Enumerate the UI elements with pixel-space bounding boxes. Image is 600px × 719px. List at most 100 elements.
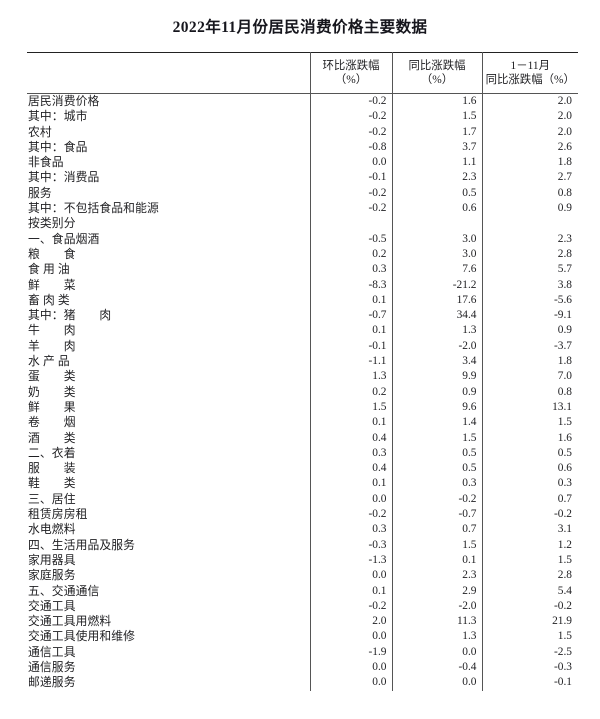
row-value-ytd: 2.8 — [557, 247, 572, 260]
row-value-mom: 0.0 — [310, 659, 393, 676]
row-label: 水电燃料 — [27, 522, 311, 538]
row-value-ytd: 2.8 — [557, 569, 572, 582]
row-value-yoy: 1.6 — [392, 93, 483, 110]
row-value-ytd: 1.5 — [557, 553, 572, 566]
table-row: 奶 类 0.2 0.9 0.8 — [27, 384, 578, 400]
column-header-yoy-line1: 同比涨跌幅 — [408, 60, 466, 72]
row-value-ytd: -0.1 — [553, 676, 572, 689]
table-row: 居民消费价格 -0.2 1.6 2.0 — [27, 93, 578, 110]
row-value-mom: 0.0 — [310, 491, 393, 508]
row-value-mom: 0.1 — [310, 292, 393, 309]
row-value-yoy: 3.4 — [392, 354, 483, 370]
row-value-mom: 0.3 — [310, 445, 393, 462]
row-value-yoy: 2.3 — [392, 170, 483, 186]
row-value-yoy: 0.0 — [392, 675, 483, 691]
row-label: 交通工具 — [27, 598, 311, 615]
cpi-main-data-table: 环比涨跌幅 （%） 同比涨跌幅 （%） 1－11月 同比涨跌幅（%） 居民消费价… — [27, 52, 578, 691]
table-row: 租赁房房租 -0.2 -0.7 -0.2 — [27, 507, 578, 523]
column-header-ytd-line1: 1－11月 — [510, 60, 550, 72]
table-row: 卷 烟 0.1 1.4 1.5 — [27, 415, 578, 431]
table-row: 粮 食 0.2 3.0 2.8 — [27, 246, 578, 263]
row-label: 家庭服务 — [27, 568, 311, 584]
row-value-ytd: -3.7 — [553, 339, 572, 352]
row-value-ytd: 0.9 — [557, 202, 572, 215]
table-header: 环比涨跌幅 （%） 同比涨跌幅 （%） 1－11月 同比涨跌幅（%） — [27, 52, 578, 94]
row-value-ytd: 5.7 — [557, 263, 572, 276]
table-row: 服 装 0.4 0.5 0.6 — [27, 461, 578, 477]
table-row: 通信服务 0.0 -0.4 -0.3 — [27, 659, 578, 676]
table-row: 酒 类 0.4 1.5 1.6 — [27, 430, 578, 446]
row-label: 其中：猪 肉 — [27, 308, 311, 324]
row-label: 通信服务 — [27, 659, 311, 676]
row-label: 食 用 油 — [27, 262, 311, 278]
row-value-mom: 0.0 — [310, 568, 393, 584]
row-value-yoy: 3.0 — [392, 231, 483, 247]
row-value-ytd: 0.5 — [557, 446, 572, 459]
table-row: 通信工具 -1.9 0.0 -2.5 — [27, 644, 578, 660]
row-value-mom: -0.2 — [310, 93, 393, 110]
row-label: 鞋 类 — [27, 476, 311, 492]
row-label: 一、食品烟酒 — [27, 231, 311, 247]
row-value-mom: 0.1 — [310, 476, 393, 492]
row-value-yoy: 1.7 — [392, 124, 483, 140]
row-label: 水 产 品 — [27, 354, 311, 370]
row-value-mom: -0.2 — [310, 507, 393, 523]
row-value-mom: 0.1 — [310, 583, 393, 599]
row-label: 农村 — [27, 124, 311, 140]
row-value-mom: 0.4 — [310, 430, 393, 446]
row-value-mom: -0.2 — [310, 109, 393, 125]
table-row: 畜 肉 类 0.1 17.6 -5.6 — [27, 292, 578, 309]
cpi-table-container: 环比涨跌幅 （%） 同比涨跌幅 （%） 1－11月 同比涨跌幅（%） 居民消费价… — [27, 52, 578, 691]
row-value-mom: -0.1 — [310, 170, 393, 186]
table-row: 其中：消费品 -0.1 2.3 2.7 — [27, 170, 578, 186]
row-value-yoy — [392, 216, 483, 232]
row-label: 粮 食 — [27, 246, 311, 263]
row-value-yoy: 0.7 — [392, 522, 483, 538]
row-value-yoy: 7.6 — [392, 262, 483, 278]
row-value-mom: -0.1 — [310, 338, 393, 355]
row-value-mom: 0.1 — [310, 415, 393, 431]
row-value-ytd: -9.1 — [553, 309, 572, 322]
row-label: 交通工具使用和维修 — [27, 629, 311, 645]
table-row: 其中：城市 -0.2 1.5 2.0 — [27, 109, 578, 125]
row-value-yoy: -0.4 — [392, 659, 483, 676]
row-value-mom: 0.4 — [310, 461, 393, 477]
row-label: 三、居住 — [27, 491, 311, 508]
row-value-ytd: 0.6 — [557, 462, 572, 475]
row-value-ytd: 1.2 — [557, 538, 572, 551]
row-value-mom: 1.3 — [310, 369, 393, 385]
row-label: 其中：消费品 — [27, 170, 311, 186]
row-value-mom: -8.3 — [310, 277, 393, 293]
row-value-mom: 0.0 — [310, 675, 393, 691]
row-value-mom: -0.7 — [310, 308, 393, 324]
row-label: 二、衣着 — [27, 445, 311, 462]
row-value-mom: -0.8 — [310, 139, 393, 156]
row-value-yoy: 1.5 — [392, 430, 483, 446]
row-value-yoy: 0.5 — [392, 185, 483, 202]
row-value-ytd: -0.2 — [553, 508, 572, 521]
row-label: 鲜 菜 — [27, 277, 311, 293]
table-row: 其中：猪 肉 -0.7 34.4 -9.1 — [27, 308, 578, 324]
row-label: 畜 肉 类 — [27, 292, 311, 309]
row-value-mom: -0.5 — [310, 231, 393, 247]
row-label: 四、生活用品及服务 — [27, 537, 311, 553]
row-label: 其中：城市 — [27, 109, 311, 125]
row-value-mom: 0.2 — [310, 246, 393, 263]
table-row: 邮递服务 0.0 0.0 -0.1 — [27, 675, 578, 691]
row-value-ytd: 2.0 — [557, 110, 572, 123]
row-value-mom: 0.3 — [310, 262, 393, 278]
row-value-mom: -0.2 — [310, 201, 393, 217]
row-value-mom: -0.2 — [310, 598, 393, 615]
row-value-ytd: -2.5 — [553, 645, 572, 658]
row-value-ytd: 1.5 — [557, 630, 572, 643]
row-value-yoy: 0.9 — [392, 384, 483, 400]
row-label: 交通工具用燃料 — [27, 614, 311, 630]
table-row: 四、生活用品及服务 -0.3 1.5 1.2 — [27, 537, 578, 553]
row-value-yoy: -21.2 — [392, 277, 483, 293]
row-value-ytd: 13.1 — [552, 400, 572, 413]
row-label: 鲜 果 — [27, 399, 311, 416]
row-value-yoy: 9.6 — [392, 399, 483, 416]
row-value-ytd: 2.3 — [557, 232, 572, 245]
row-value-mom: 0.0 — [310, 629, 393, 645]
row-value-ytd: -5.6 — [553, 293, 572, 306]
